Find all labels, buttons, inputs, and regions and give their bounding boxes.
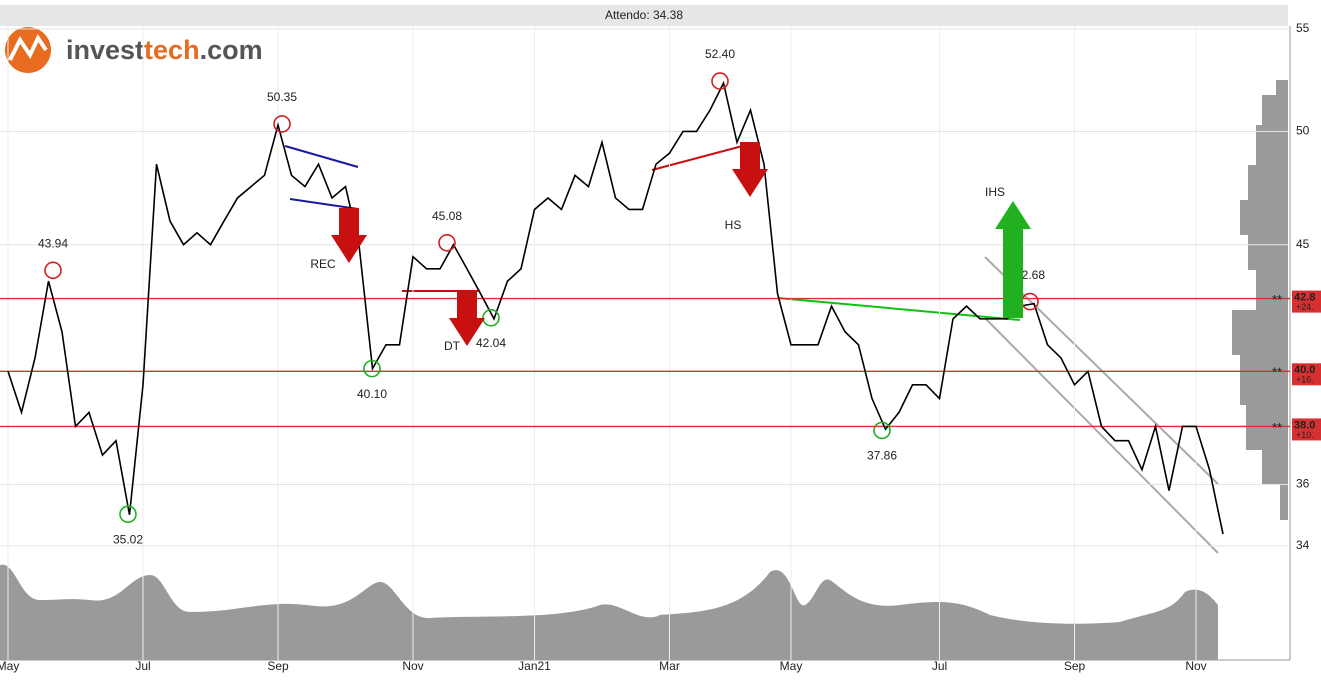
level-label: 40.0 xyxy=(1294,364,1315,376)
level-change: +16. xyxy=(1296,375,1314,385)
x-tick-label: Sep xyxy=(267,659,289,673)
extreme-marker xyxy=(44,261,62,280)
trend-lines xyxy=(284,143,1219,554)
extreme-label: 42.04 xyxy=(476,336,506,350)
pattern-arrow xyxy=(732,142,768,197)
x-tick-label: Nov xyxy=(1185,659,1206,673)
pattern-label: DT xyxy=(444,339,461,353)
extreme-marker xyxy=(363,359,381,378)
level-change: +10. xyxy=(1296,430,1314,440)
title-bar xyxy=(0,5,1288,26)
logo: investtech.com xyxy=(5,27,263,73)
extreme-label: 35.02 xyxy=(113,532,143,546)
price-line xyxy=(7,80,1224,535)
x-tick-label: Nov xyxy=(402,659,423,673)
x-tick-label: Sep xyxy=(1064,659,1086,673)
extreme-label: 37.86 xyxy=(867,449,897,463)
extreme-marker xyxy=(482,309,500,327)
extreme-label: 40.10 xyxy=(357,387,387,401)
x-tick-label: May xyxy=(0,659,19,673)
volume-area xyxy=(0,564,1218,660)
x-tick-label: May xyxy=(780,659,803,673)
level-tag xyxy=(1292,418,1321,441)
extreme-marker xyxy=(873,421,891,440)
y-tick-label: 34 xyxy=(1296,538,1310,552)
extreme-label: 45.08 xyxy=(432,209,462,223)
pattern-label: IHS xyxy=(985,185,1005,199)
x-tick-label: Jul xyxy=(135,659,150,673)
level-marker: ** xyxy=(1272,292,1282,307)
pattern-arrow xyxy=(449,291,485,346)
pattern-arrow xyxy=(995,201,1031,318)
x-tick-label: Mar xyxy=(659,659,680,673)
level-tag xyxy=(1292,290,1321,313)
logo-text: investtech.com xyxy=(66,35,263,65)
y-tick-label: 55 xyxy=(1296,21,1310,35)
extreme-label: 43.94 xyxy=(38,236,68,250)
level-change: +24. xyxy=(1296,302,1314,312)
pattern-label: REC xyxy=(310,257,336,271)
y-tick-label: 50 xyxy=(1296,124,1310,138)
extreme-marker xyxy=(273,115,291,133)
level-marker: ** xyxy=(1272,365,1282,380)
extreme-marker xyxy=(119,505,137,524)
pattern-arrow xyxy=(331,208,367,263)
chart-title: Attendo: 34.38 xyxy=(605,8,683,22)
extreme-marker xyxy=(711,72,729,90)
logo-icon xyxy=(8,33,48,61)
x-tick-label: Jul xyxy=(932,659,947,673)
y-tick-label: 36 xyxy=(1296,477,1310,491)
y-tick-label: 45 xyxy=(1296,237,1310,251)
extreme-marker xyxy=(438,233,456,252)
level-tag xyxy=(1292,363,1321,386)
level-marker: ** xyxy=(1272,420,1282,435)
extreme-label: 50.35 xyxy=(267,90,297,104)
x-tick-label: Jan21 xyxy=(518,659,551,673)
level-label: 42.8 xyxy=(1294,291,1315,303)
level-label: 38.0 xyxy=(1294,419,1315,431)
extreme-label: 52.40 xyxy=(705,47,735,61)
pattern-label: HS xyxy=(725,218,742,232)
